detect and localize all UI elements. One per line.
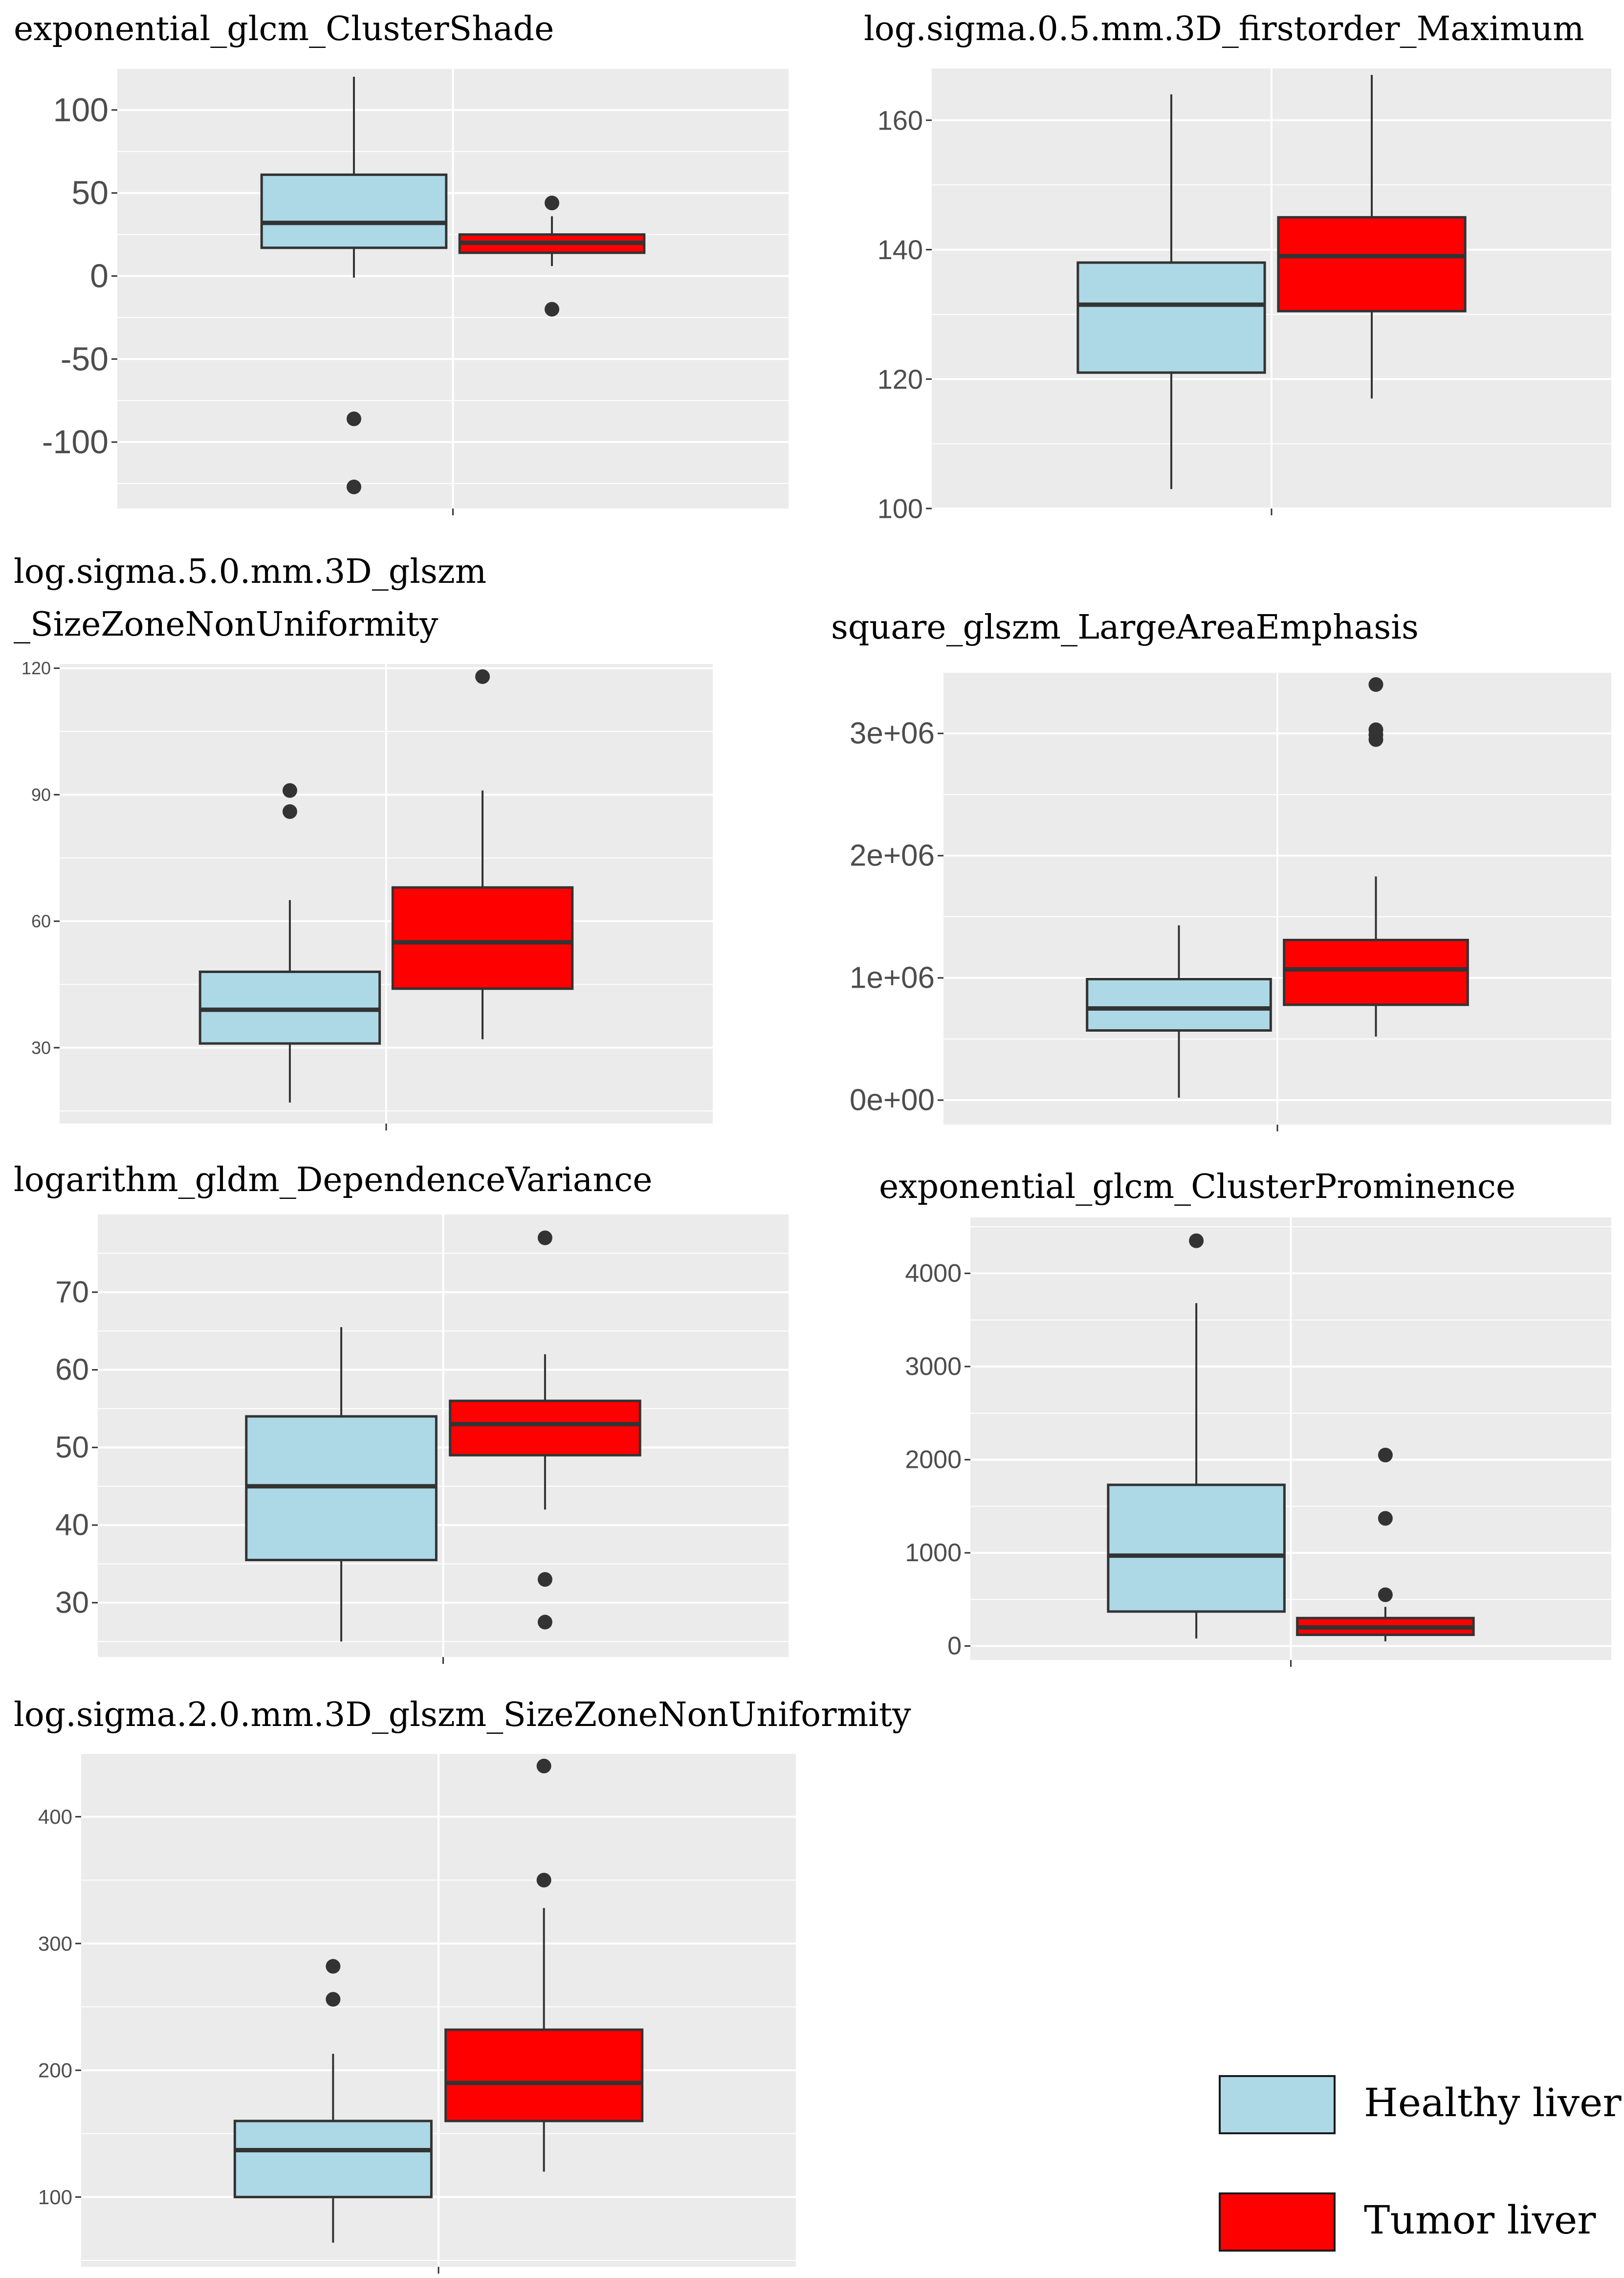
box-tumor <box>1277 216 1467 312</box>
panel-title: log.sigma.2.0.mm.3D_glszm_SizeZoneNonUni… <box>14 1696 911 1734</box>
legend-item-healthy: Healthy liver <box>1219 2075 1622 2134</box>
panel-firstorder-maximum: log.sigma.0.5.mm.3D_firstorder_Maximum 10… <box>864 10 1611 524</box>
y-tick-label: 1000 <box>905 1539 962 1567</box>
panel-glszm-sizezone-2mm: log.sigma.2.0.mm.3D_glszm_SizeZoneNonUni… <box>14 1696 911 2274</box>
outlier-tumor <box>1368 722 1383 737</box>
panel-title: log.sigma.0.5.mm.3D_firstorder_Maximum <box>864 10 1584 48</box>
outlier-tumor <box>1368 677 1383 692</box>
y-tick-label: 400 <box>38 1805 72 1828</box>
y-tick-label: 3e+06 <box>850 717 935 751</box>
y-tick-label: 60 <box>55 1353 89 1387</box>
y-tick-label: 50 <box>71 175 109 212</box>
y-tick-label: 200 <box>38 2059 72 2082</box>
box-healthy <box>260 173 448 249</box>
y-tick-label: 0 <box>947 1632 962 1660</box>
outlier-tumor <box>1378 1447 1393 1462</box>
outlier-tumor <box>545 302 560 317</box>
y-tick-label: 90 <box>31 785 51 805</box>
outlier-tumor <box>537 1230 552 1245</box>
panel-glszm-sizezone-5mm: log.sigma.5.0.mm.3D_glszm _SizeZoneNonUni… <box>14 553 713 1130</box>
y-tick-label: 300 <box>38 1932 72 1955</box>
outlier-healthy <box>346 479 361 494</box>
y-tick-label: 100 <box>53 91 109 129</box>
panel-title: log.sigma.5.0.mm.3D_glszm <box>14 553 486 591</box>
y-tick-label: 50 <box>55 1431 89 1464</box>
y-tick-label: 2000 <box>905 1445 962 1474</box>
box-healthy <box>1107 1483 1286 1613</box>
y-tick-label: 40 <box>55 1508 89 1542</box>
outlier-tumor <box>475 669 490 684</box>
outlier-tumor <box>536 1873 551 1888</box>
panel-dependence-variance: logarithm_gldm_DependenceVariance 30 40 50 6… <box>14 1161 789 1664</box>
legend-label-tumor: Tumor liver <box>1364 2197 1596 2243</box>
outlier-healthy <box>326 1991 341 2007</box>
panel-title: exponential_glcm_ClusterShade <box>14 10 554 48</box>
y-tick-label: 100 <box>878 493 923 524</box>
outlier-healthy <box>326 1959 341 1974</box>
panel-cluster-prominence: exponential_glcm_ClusterProminence 0 1000 2… <box>879 1168 1611 1667</box>
legend: Healthy liver Tumor liver <box>1219 2075 1622 2252</box>
panel-title: exponential_glcm_ClusterProminence <box>879 1168 1515 1206</box>
y-tick-label: 30 <box>31 1038 51 1058</box>
outlier-healthy <box>282 783 297 798</box>
panel-large-area-emphasis: square_glszm_LargeAreaEmphasis 0e+00 1e+06… <box>831 608 1611 1131</box>
outlier-tumor <box>537 1615 552 1630</box>
outlier-tumor <box>536 1758 551 1773</box>
y-tick-label: 1e+06 <box>850 961 935 995</box>
panel-cluster-shade: exponential_glcm_ClusterShade -100 -50 0 50 1… <box>14 10 789 515</box>
panel-title: logarithm_gldm_DependenceVariance <box>14 1161 652 1199</box>
outlier-tumor <box>1378 1511 1393 1526</box>
y-tick-label: 160 <box>878 105 923 135</box>
legend-label-healthy: Healthy liver <box>1364 2080 1622 2125</box>
y-tick-label: 3000 <box>905 1352 962 1381</box>
box-tumor <box>444 2028 644 2123</box>
panel-title: _SizeZoneNonUniformity <box>14 605 439 644</box>
y-tick-label: 30 <box>55 1586 89 1619</box>
y-tick-label: -50 <box>61 340 109 377</box>
y-tick-label: 120 <box>22 658 51 678</box>
box-healthy <box>233 2120 433 2198</box>
outlier-healthy <box>282 804 297 819</box>
y-tick-label: 70 <box>55 1275 89 1309</box>
y-tick-label: 140 <box>878 234 923 265</box>
box-healthy <box>1086 978 1272 1032</box>
y-tick-label: -100 <box>42 423 109 461</box>
box-tumor <box>391 886 574 990</box>
y-tick-label: 120 <box>878 364 923 395</box>
outlier-tumor <box>1378 1587 1393 1602</box>
panel-title: square_glszm_LargeAreaEmphasis <box>831 608 1419 647</box>
y-tick-label: 0 <box>90 258 109 295</box>
outlier-tumor <box>537 1572 552 1587</box>
y-tick-label: 0e+00 <box>850 1084 935 1117</box>
box-tumor <box>1283 939 1469 1006</box>
legend-swatch-healthy <box>1219 2075 1336 2134</box>
y-tick-label: 4000 <box>905 1259 962 1287</box>
outlier-tumor <box>545 196 560 211</box>
y-tick-label: 60 <box>31 911 51 931</box>
outlier-healthy <box>1189 1233 1204 1248</box>
box-healthy <box>1076 261 1266 374</box>
outlier-healthy <box>346 411 361 426</box>
y-tick-label: 100 <box>38 2186 72 2209</box>
y-tick-label: 2e+06 <box>850 839 935 873</box>
box-tumor <box>449 1399 641 1457</box>
legend-swatch-tumor <box>1219 2192 1336 2252</box>
legend-item-tumor: Tumor liver <box>1219 2192 1596 2252</box>
